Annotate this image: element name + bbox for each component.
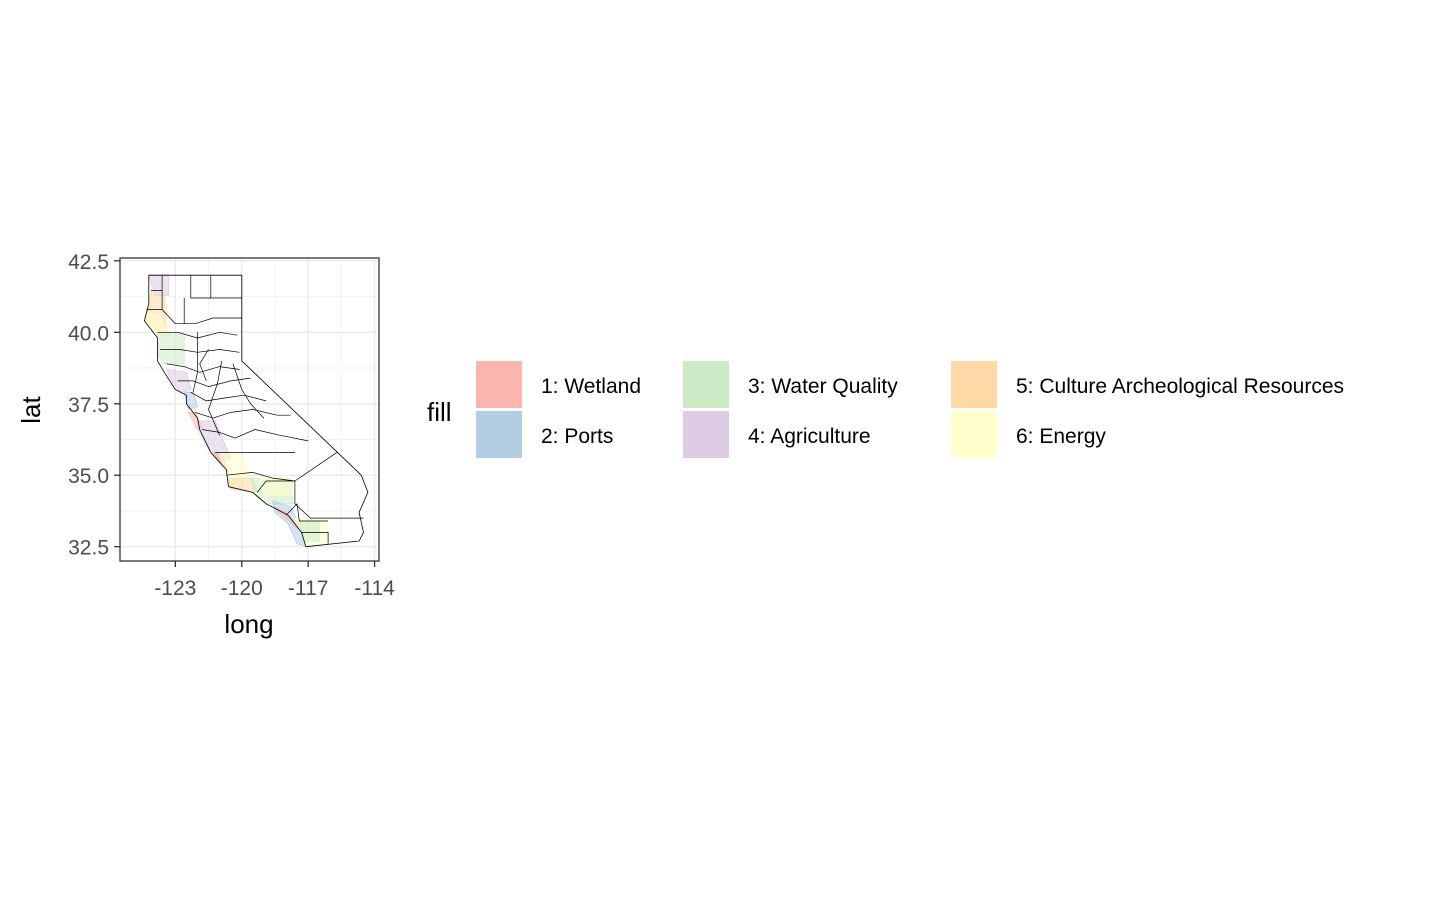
legend-title: fill: [427, 397, 452, 427]
legend-label: 5: Culture Archeological Resources: [1016, 375, 1344, 398]
legend-entry: 5: Culture Archeological Resources: [951, 361, 1344, 408]
x-axis-title: long: [224, 609, 273, 639]
y-tick-label: 40.0: [68, 322, 109, 345]
legend-label: 4: Agriculture: [748, 425, 871, 448]
region-fill: [274, 506, 300, 530]
x-tick-label: -123: [154, 577, 196, 600]
x-tick-label: -114: [354, 577, 395, 600]
region-fill: [258, 477, 294, 496]
region-fill: [157, 331, 185, 365]
county-boundary: [192, 332, 198, 393]
x-tick-label: -117: [288, 577, 328, 600]
legend: 1: Wetland 2: Ports 3: Water Quality 4: Agr…: [476, 361, 1344, 458]
legend-key: [476, 411, 522, 458]
y-tick-label: 42.5: [68, 251, 109, 274]
legend-entry: 6: Energy: [951, 411, 1106, 458]
legend-entry: 4: Agriculture: [683, 411, 871, 458]
legend-label: 1: Wetland: [541, 375, 641, 398]
legend-entry: 1: Wetland: [476, 361, 641, 408]
county-boundary: [285, 503, 329, 522]
county-boundary: [201, 429, 309, 442]
y-tick-label: 37.5: [68, 394, 109, 417]
state-boundary: [143, 274, 369, 548]
county-boundary: [232, 363, 265, 419]
legend-entry: 2: Ports: [476, 411, 613, 458]
legend-key: [476, 361, 522, 408]
x-tick-label: -120: [221, 577, 263, 600]
county-boundary: [166, 363, 240, 373]
y-tick-label: 35.0: [68, 465, 109, 488]
legend-key: [683, 411, 729, 458]
legend-entry: 3: Water Quality: [683, 361, 898, 408]
y-axis-title: lat: [16, 395, 46, 423]
county-boundary: [146, 309, 242, 325]
legend-label: 2: Ports: [541, 425, 613, 448]
county-boundary: [256, 480, 364, 519]
county-boundary: [208, 360, 223, 436]
county-boundary: [195, 409, 291, 419]
legend-label: 3: Water Quality: [748, 375, 898, 398]
y-axis-ticks: 42.5 40.0 37.5 35.0 32.5: [68, 251, 120, 560]
county-boundary: [190, 275, 212, 299]
plot-panel-border: [119, 257, 380, 562]
legend-key: [683, 361, 729, 408]
legend-key: [951, 361, 997, 408]
x-axis-ticks: -123 -120 -117 -114: [154, 561, 395, 600]
state-outline: [143, 274, 369, 548]
county-boundary: [177, 377, 251, 387]
county-boundaries: [146, 275, 364, 544]
y-tick-label: 32.5: [68, 537, 109, 560]
county-boundary: [199, 349, 209, 382]
county-boundary: [226, 452, 338, 482]
county-boundary: [190, 391, 267, 402]
legend-key: [951, 411, 997, 458]
legend-label: 6: Energy: [1016, 425, 1106, 448]
county-boundary: [301, 532, 329, 544]
